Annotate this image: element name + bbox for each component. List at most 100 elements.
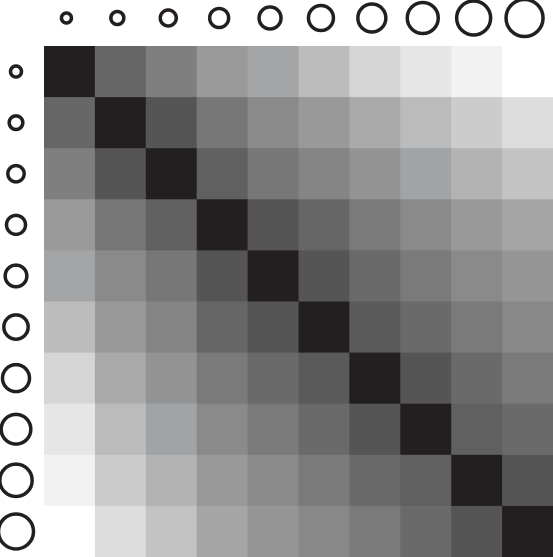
matrix-cell bbox=[94, 403, 147, 456]
row-circle bbox=[4, 213, 28, 237]
matrix-cell bbox=[349, 454, 401, 507]
column-circle bbox=[356, 2, 388, 34]
matrix-cell bbox=[298, 250, 350, 302]
matrix-cell bbox=[247, 352, 299, 405]
column-circle bbox=[405, 0, 440, 36]
matrix-cell bbox=[145, 97, 198, 149]
matrix-cell bbox=[44, 505, 96, 557]
matrix-cell bbox=[94, 250, 147, 302]
matrix-cell bbox=[349, 250, 401, 302]
matrix-cell bbox=[196, 301, 249, 354]
matrix-cell bbox=[145, 199, 198, 251]
matrix-cell bbox=[145, 301, 198, 354]
matrix-cell bbox=[400, 199, 452, 251]
matrix-cell bbox=[94, 148, 147, 200]
matrix-cell bbox=[247, 454, 299, 507]
matrix-cell bbox=[145, 505, 198, 557]
matrix-cell bbox=[196, 403, 249, 456]
matrix-cell bbox=[451, 199, 503, 251]
matrix-cell bbox=[44, 199, 96, 251]
matrix-cell bbox=[196, 148, 249, 200]
matrix-cell bbox=[44, 148, 96, 200]
matrix-cell bbox=[298, 352, 350, 405]
matrix-cell bbox=[196, 352, 249, 405]
matrix-cell bbox=[451, 454, 503, 507]
row-circle bbox=[0, 412, 33, 446]
matrix-cell bbox=[451, 46, 503, 98]
matrix-cell bbox=[502, 352, 553, 405]
matrix-cell bbox=[44, 250, 96, 302]
matrix-cell bbox=[94, 454, 147, 507]
column-circle bbox=[504, 0, 545, 39]
matrix-cell bbox=[298, 403, 350, 456]
row-circle bbox=[3, 263, 29, 289]
matrix-cell bbox=[94, 301, 147, 354]
matrix-cell bbox=[94, 199, 147, 251]
matrix-cell bbox=[247, 301, 299, 354]
matrix-cell bbox=[400, 148, 452, 200]
matrix-cell bbox=[502, 301, 553, 354]
matrix-cell bbox=[451, 505, 503, 557]
matrix-cell bbox=[44, 352, 96, 405]
matrix-cell bbox=[247, 505, 299, 557]
matrix-cell bbox=[247, 97, 299, 149]
matrix-cell bbox=[196, 250, 249, 302]
matrix-cell bbox=[400, 352, 452, 405]
matrix-cell bbox=[400, 97, 452, 149]
matrix-cell bbox=[451, 250, 503, 302]
matrix-cell bbox=[502, 250, 553, 302]
row-circle bbox=[0, 462, 34, 499]
matrix-cell bbox=[247, 403, 299, 456]
matrix-cell bbox=[247, 199, 299, 251]
matrix-cell bbox=[400, 46, 452, 98]
matrix-cell bbox=[298, 97, 350, 149]
matrix-cell bbox=[502, 403, 553, 456]
matrix-cell bbox=[196, 97, 249, 149]
matrix-cell bbox=[196, 46, 249, 98]
column-circle bbox=[306, 3, 336, 33]
column-circle bbox=[109, 9, 126, 27]
row-circle bbox=[7, 114, 25, 132]
row-circle bbox=[8, 64, 24, 79]
matrix-cell bbox=[298, 199, 350, 251]
matrix-cell bbox=[502, 199, 553, 251]
row-circle bbox=[0, 362, 32, 394]
matrix-cell bbox=[298, 505, 350, 557]
matrix-cell bbox=[145, 46, 198, 98]
matrix-cell bbox=[451, 352, 503, 405]
matrix-cell bbox=[145, 454, 198, 507]
matrix-cell bbox=[349, 301, 401, 354]
row-circle bbox=[2, 313, 30, 341]
matrix-cell bbox=[349, 97, 401, 149]
matrix-cell bbox=[451, 301, 503, 354]
matrix-cell bbox=[94, 46, 147, 98]
matrix-cell bbox=[247, 250, 299, 302]
matrix-cell bbox=[44, 97, 96, 149]
matrix-cell bbox=[298, 301, 350, 354]
row-circle bbox=[6, 163, 26, 184]
matrix-cell bbox=[400, 250, 452, 302]
row-circle bbox=[0, 512, 36, 551]
column-circle bbox=[454, 0, 493, 37]
matrix-cell bbox=[196, 199, 249, 251]
matrix-cell bbox=[145, 148, 198, 200]
column-circle bbox=[257, 5, 283, 31]
matrix-cell bbox=[400, 505, 452, 557]
matrix-cell bbox=[502, 148, 553, 200]
matrix-cell bbox=[502, 97, 553, 149]
matrix-cell bbox=[349, 199, 401, 251]
matrix-cell bbox=[44, 403, 96, 456]
matrix-cell bbox=[44, 46, 96, 98]
matrix-cell bbox=[451, 403, 503, 456]
matrix-cell bbox=[502, 505, 553, 557]
matrix-cell bbox=[145, 352, 198, 405]
column-circle bbox=[59, 11, 74, 25]
matrix-cell bbox=[349, 505, 401, 557]
matrix-cell bbox=[349, 403, 401, 456]
matrix-cell bbox=[247, 148, 299, 200]
column-circle bbox=[158, 8, 178, 28]
matrix-cell bbox=[349, 148, 401, 200]
matrix-cell bbox=[400, 454, 452, 507]
